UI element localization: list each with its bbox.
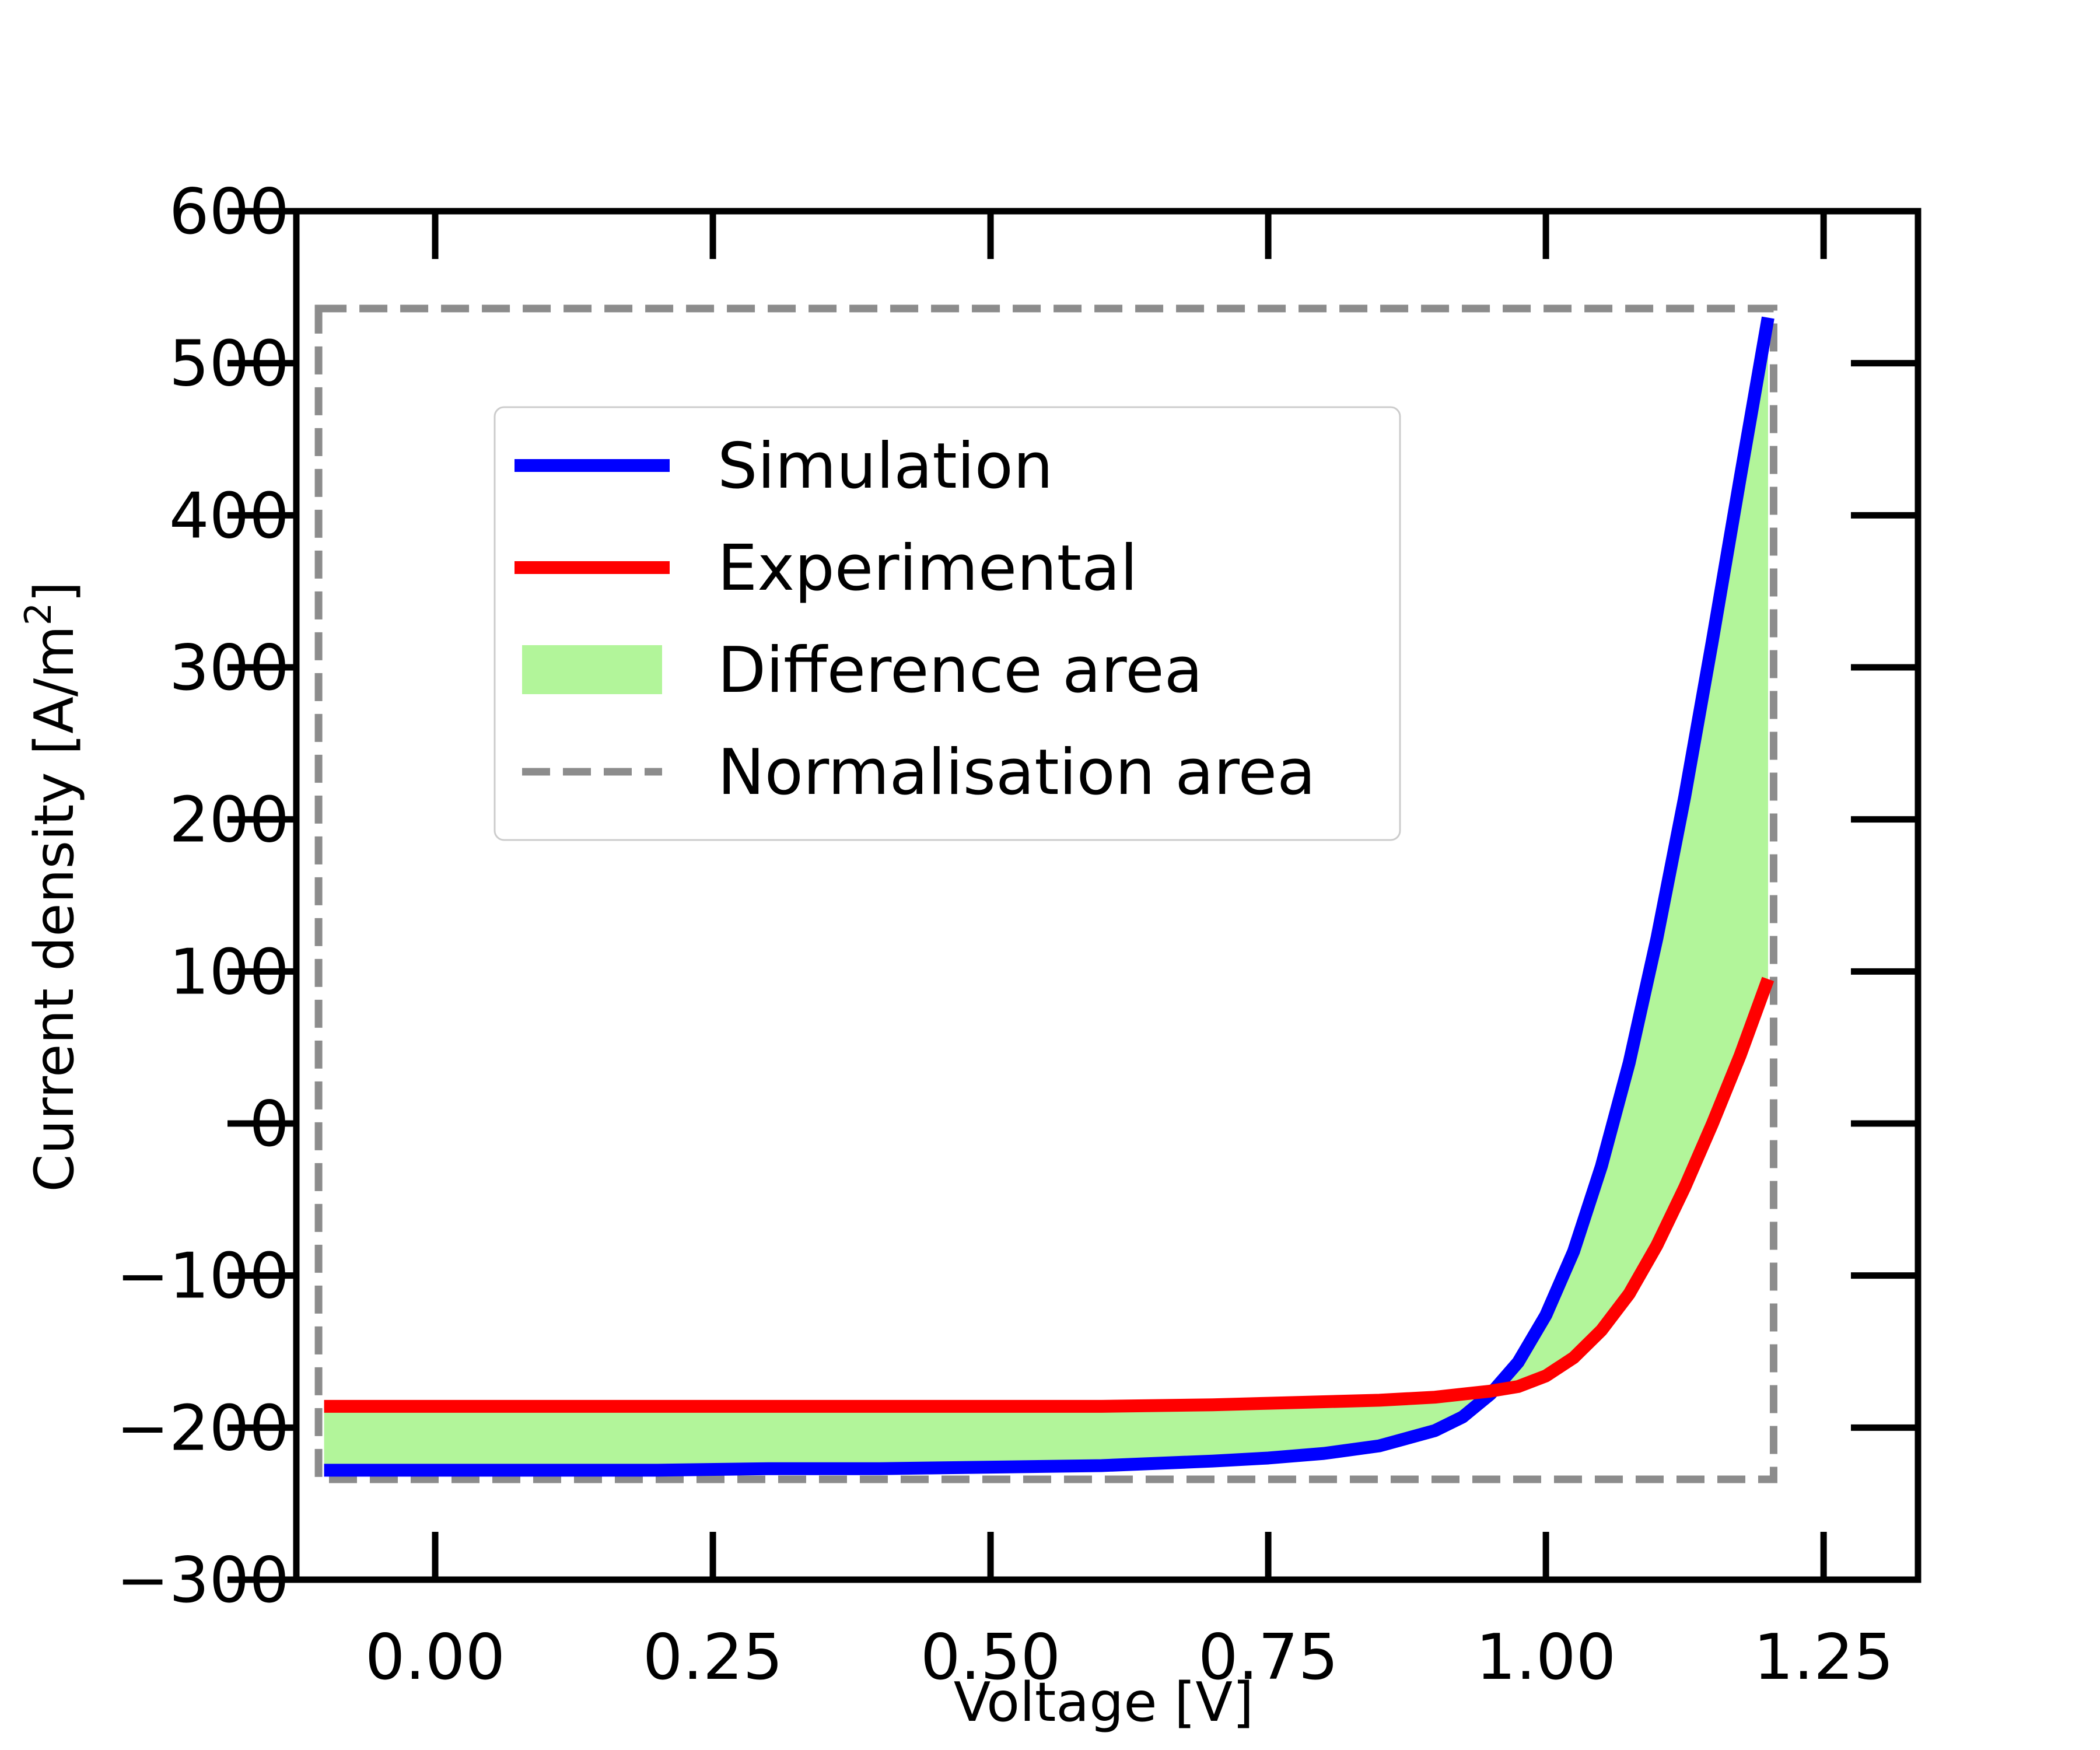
plot-content [314, 304, 1777, 1483]
legend-box [494, 406, 1401, 841]
legend-label: Experimental [718, 532, 1138, 605]
y-axis-label-tail: ] [23, 582, 86, 603]
legend-label: Simulation [718, 430, 1053, 503]
y-tick-label: 300 [169, 632, 289, 705]
y-tick-label: 0 [249, 1088, 289, 1161]
x-tick-label: 0.00 [365, 1621, 505, 1694]
x-tick-label: 0.75 [1198, 1621, 1338, 1694]
y-tick-label: 500 [169, 328, 289, 401]
y-axis-label-superscript: 2 [17, 603, 60, 625]
y-tick-label: 600 [169, 176, 289, 249]
x-tick-label: 0.50 [921, 1621, 1060, 1694]
x-tick-label: 1.25 [1754, 1621, 1894, 1694]
legend-label: Difference area [718, 634, 1203, 707]
y-tick-label: −100 [116, 1240, 289, 1313]
legend-label: Normalisation area [718, 736, 1315, 809]
y-tick-label: −200 [116, 1392, 289, 1465]
axes: 0.00 0.25 0.50 0.75 1.00 1.25 −300 −200 −100 0 100… [116, 176, 1922, 1694]
difference-legend-swatch [522, 645, 662, 694]
x-axis-label: Voltage [V] [954, 1671, 1254, 1734]
y-axis-label: Current density [A/m2] [17, 582, 86, 1192]
x-tick-label: 1.00 [1476, 1621, 1616, 1694]
x-tick-label: 0.25 [643, 1621, 783, 1694]
y-axis-label-main: Current density [A/m [23, 625, 86, 1192]
y-tick-label: −300 [116, 1544, 289, 1617]
plot-frame [293, 208, 1922, 1583]
y-tick-label: 400 [169, 480, 289, 552]
legend: Simulation Experimental Difference area Nor… [494, 406, 1401, 841]
y-tick-label: 200 [169, 784, 289, 857]
y-tick-label: 100 [169, 936, 289, 1009]
normalisation-area [314, 304, 1777, 1483]
